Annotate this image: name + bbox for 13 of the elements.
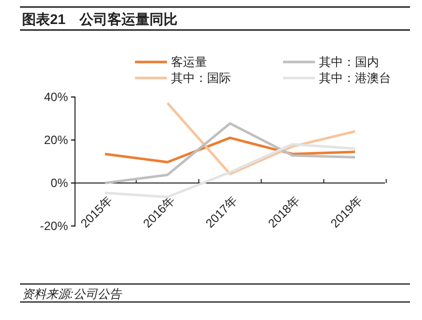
legend-label: 其中：国际	[171, 71, 231, 85]
y-tick-label: -20%	[40, 218, 68, 233]
y-tick-label: 20%	[44, 132, 68, 147]
line-series	[104, 136, 356, 164]
y-tick-label: 0%	[50, 176, 68, 190]
legend-label: 其中：港澳台	[319, 71, 391, 85]
y-tick-label: 40%	[44, 90, 68, 104]
chart-title: 图表21 公司客运量同比	[22, 11, 178, 27]
line-series	[166, 102, 356, 176]
line-series	[104, 122, 356, 184]
legend-label: 客运量	[171, 55, 207, 69]
text: 资料来源:公司公告	[22, 287, 122, 301]
legend-label: 其中：国内	[319, 55, 379, 69]
